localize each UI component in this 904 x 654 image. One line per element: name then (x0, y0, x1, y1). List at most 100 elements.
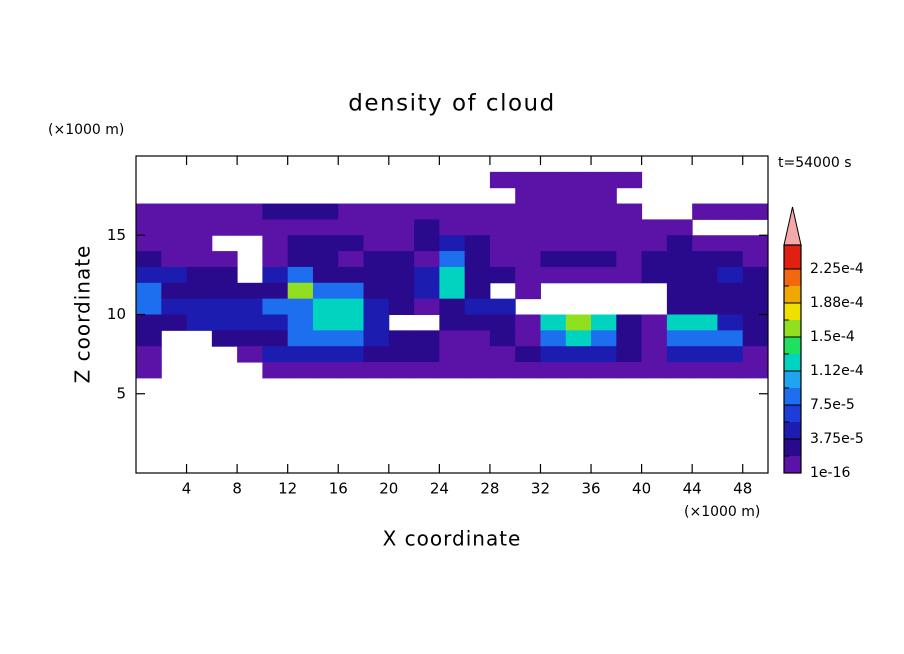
cell (692, 346, 718, 363)
cell (312, 235, 339, 252)
cell (464, 362, 491, 379)
cell (616, 330, 643, 347)
cell (262, 346, 289, 363)
cell (211, 251, 238, 268)
cell (136, 282, 162, 300)
cell (287, 251, 314, 268)
cell (565, 219, 592, 236)
cell (363, 282, 390, 300)
cell (237, 203, 263, 220)
cell (136, 346, 162, 363)
cell (565, 266, 592, 284)
chart-title: density of cloud (348, 91, 555, 117)
x-tick-label: 48 (733, 480, 752, 498)
cell (464, 298, 491, 315)
cell (666, 362, 693, 379)
cell (211, 314, 238, 331)
colorbar-band (784, 354, 801, 371)
cell (237, 219, 263, 236)
cell (312, 219, 339, 236)
cell (287, 203, 314, 220)
cell (717, 203, 744, 220)
cell (439, 362, 466, 379)
x-tick-label: 8 (232, 480, 242, 498)
cell (363, 235, 390, 252)
cell (591, 203, 617, 220)
cell (489, 171, 516, 189)
cell (489, 266, 516, 284)
cell (363, 266, 390, 284)
cell (388, 298, 415, 315)
cell (616, 203, 643, 220)
cell (312, 346, 339, 363)
cell (287, 282, 314, 300)
cell (692, 251, 718, 268)
cell (136, 298, 162, 315)
cell (717, 235, 744, 252)
cell (414, 330, 440, 347)
cell (161, 203, 188, 220)
cell (489, 330, 516, 347)
cell (211, 203, 238, 220)
cell (540, 346, 567, 363)
cell (692, 266, 718, 284)
cell (666, 282, 693, 300)
cell (338, 203, 365, 220)
cell (262, 282, 289, 300)
colorbar-band (784, 269, 801, 286)
cell (515, 362, 541, 379)
cell (515, 251, 541, 268)
cell (717, 282, 744, 300)
cell (489, 362, 516, 379)
y-tick-label: 5 (116, 384, 126, 402)
cell (439, 235, 466, 252)
cell (591, 251, 617, 268)
cell (161, 235, 188, 252)
cell (717, 251, 744, 268)
cell (312, 266, 339, 284)
cell (717, 266, 744, 284)
cell (591, 171, 617, 189)
cell (262, 298, 289, 315)
colorbar-label: 1e-16 (810, 465, 850, 481)
cell (641, 251, 668, 268)
cell (717, 298, 744, 315)
cell (515, 346, 541, 363)
colorbar: 1e-16 3.75e-5 7.5e-5 1.12e-4 1.5e-4 1.88e-4 2.… (783, 206, 864, 481)
cell (515, 235, 541, 252)
cell (262, 251, 289, 268)
colorbar-band (784, 405, 801, 422)
cell (186, 235, 213, 252)
cell (363, 314, 390, 331)
cell (565, 362, 592, 379)
cell (439, 219, 466, 236)
cell (338, 282, 365, 300)
cell (692, 282, 718, 300)
cell (211, 219, 238, 236)
colorbar-band (784, 303, 801, 320)
cell (666, 266, 693, 284)
cell (211, 282, 238, 300)
cell (464, 235, 491, 252)
cell (414, 219, 440, 236)
cell (540, 251, 567, 268)
cell (515, 330, 541, 347)
cell (515, 282, 541, 300)
cell (237, 298, 263, 315)
cell (489, 203, 516, 220)
cell (540, 235, 567, 252)
cell (237, 282, 263, 300)
colorbar-label: 3.75e-5 (810, 431, 864, 447)
cell (641, 314, 668, 331)
cell (565, 346, 592, 363)
cell (388, 282, 415, 300)
cell (439, 251, 466, 268)
cell (641, 330, 668, 347)
cell (338, 298, 365, 315)
cell (489, 251, 516, 268)
colorbar-label: 2.25e-4 (810, 261, 864, 277)
x-tick-label: 24 (430, 480, 449, 498)
cell (287, 362, 314, 379)
cell (591, 314, 617, 331)
cell (338, 235, 365, 252)
